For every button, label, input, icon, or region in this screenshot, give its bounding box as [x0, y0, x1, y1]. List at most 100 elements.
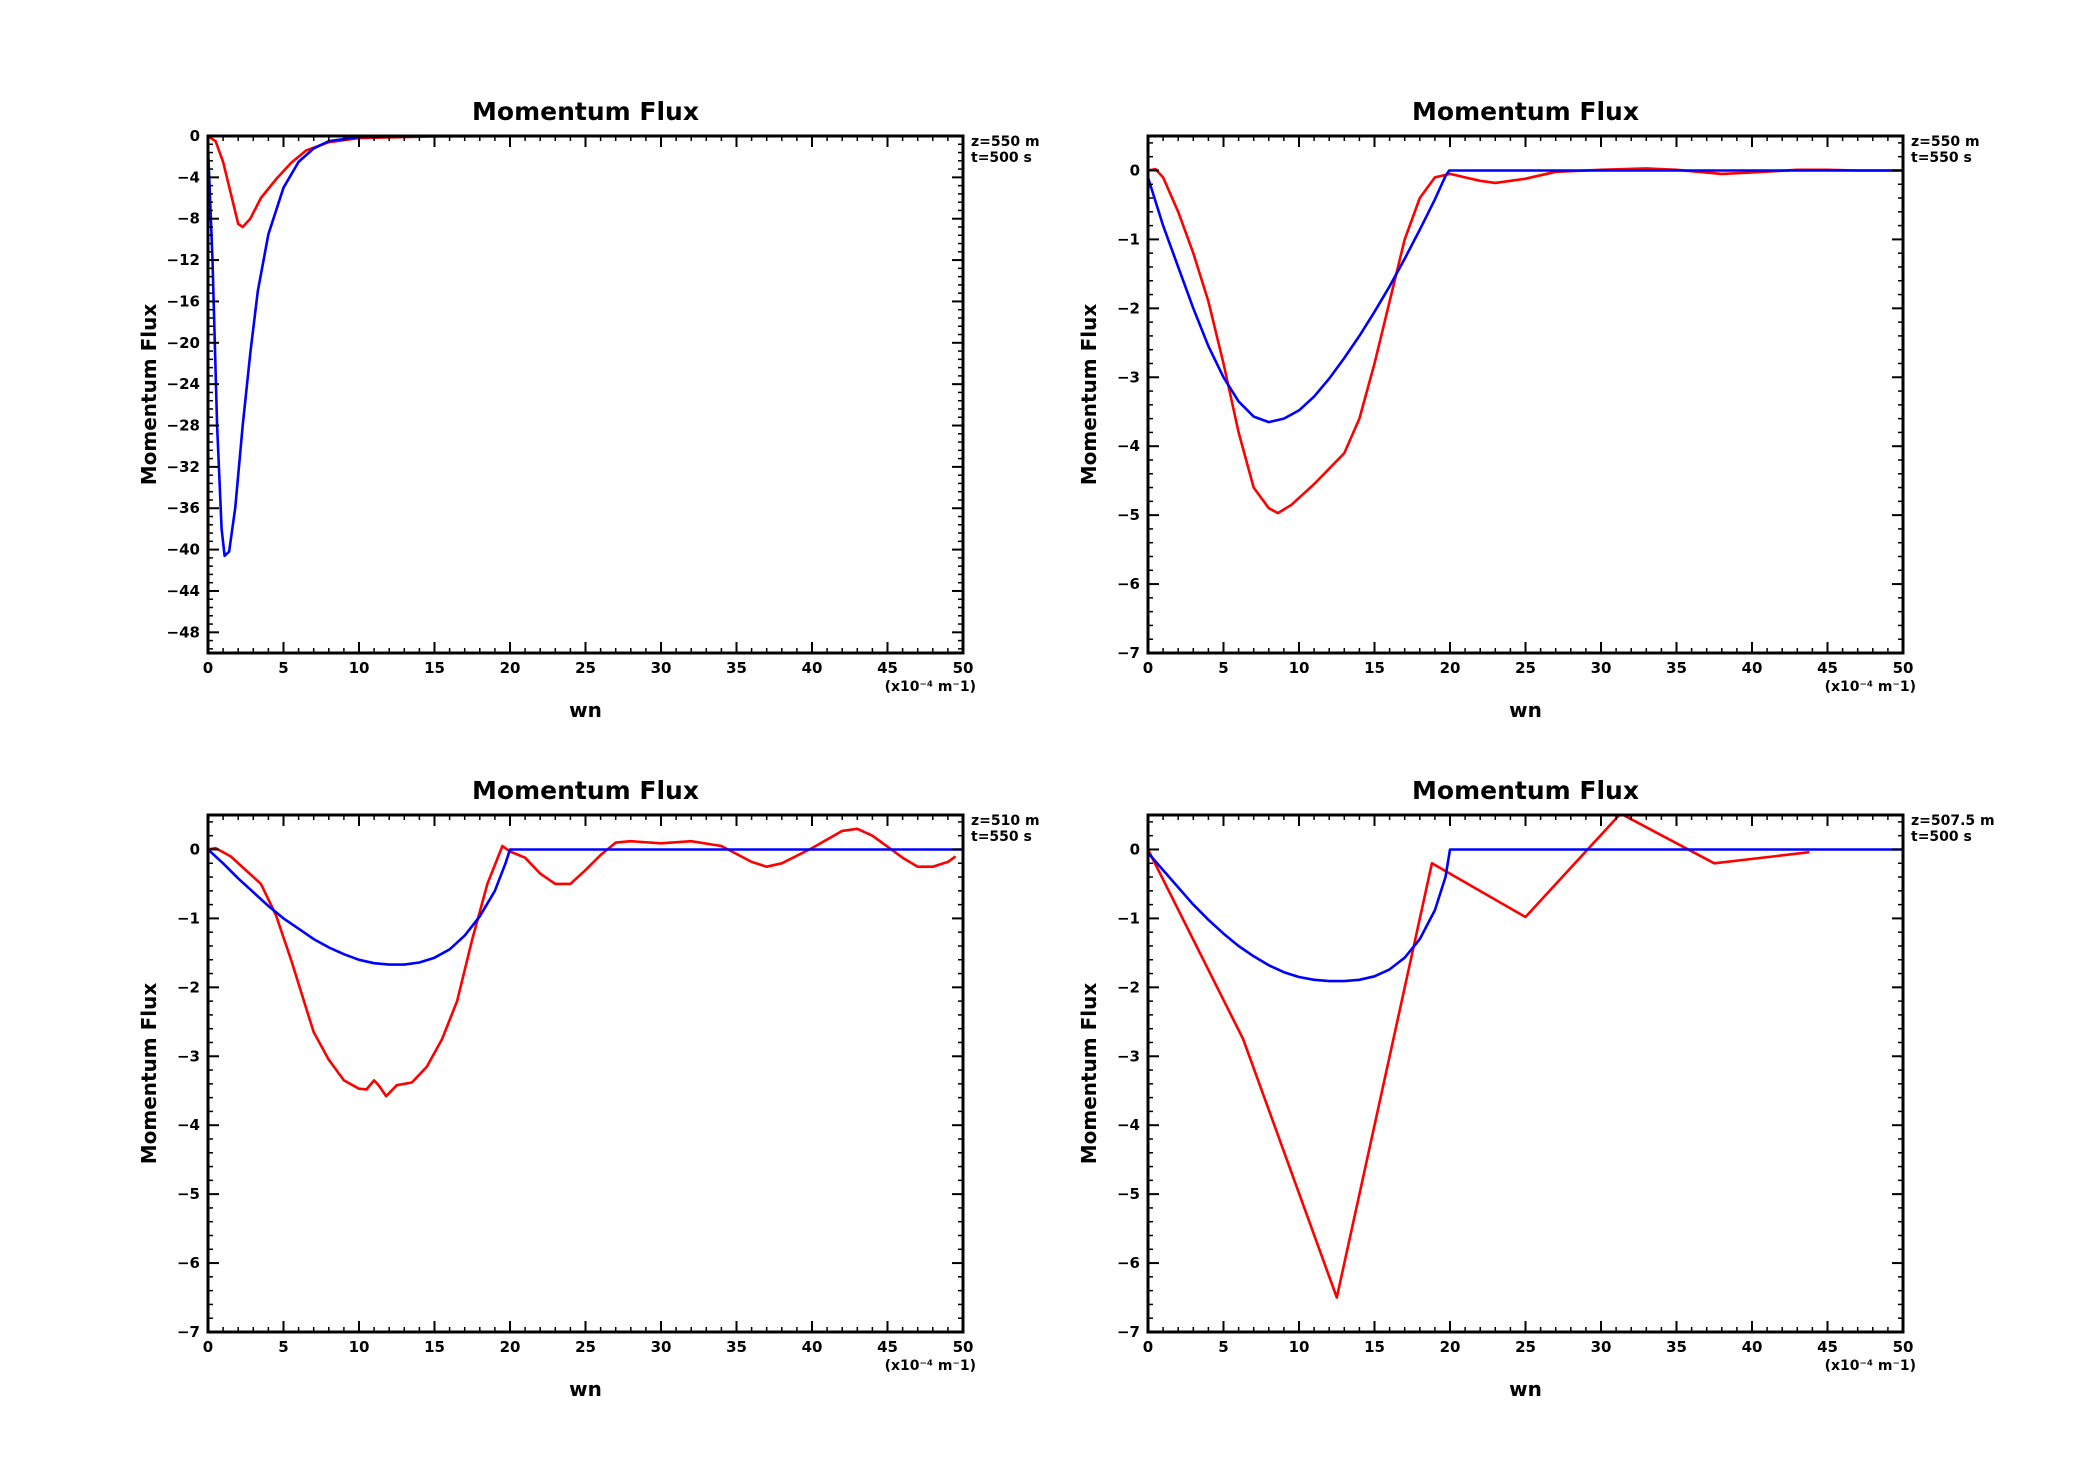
y-axis-label: Momentum Flux	[137, 983, 161, 1165]
x-tick-label: 0	[203, 659, 213, 677]
x-tick-label: 35	[1666, 1338, 1687, 1356]
chart-panel-1: Momentum Flux 0 5 10 15 20 25 30 35 40 45 50 0 −4 −8 −1…	[137, 97, 1040, 722]
x-tick-label: 5	[1218, 1338, 1228, 1356]
y-tick-label: −1	[177, 909, 200, 927]
x-tick-label: 30	[1591, 1338, 1612, 1356]
info-line: z=507.5 m	[1911, 813, 1995, 829]
x-tick-label: 5	[1218, 659, 1228, 677]
y-tick-label: −2	[1117, 978, 1140, 996]
x-tick-label: 30	[651, 659, 672, 677]
series-line-2	[1148, 169, 1903, 424]
x-tick-label: 40	[1742, 659, 1763, 677]
y-tick-label: −3	[177, 1047, 200, 1065]
info-line: z=550 m	[971, 134, 1040, 150]
y-tick-label: −3	[1117, 1047, 1140, 1065]
series-group	[208, 827, 963, 1098]
plot-frame	[206, 134, 965, 655]
y-tick-label: −16	[167, 292, 200, 310]
x-tick-label: 20	[500, 1338, 521, 1356]
chart-title: Momentum Flux	[472, 776, 699, 805]
x-tick-label: 50	[953, 659, 974, 677]
y-axis-label: Momentum Flux	[137, 304, 161, 486]
x-tick-label: 25	[575, 1338, 596, 1356]
x-unit-label: (x10⁻⁴ m⁻1)	[885, 679, 976, 695]
x-unit-label: (x10⁻⁴ m⁻1)	[885, 1358, 976, 1374]
chart-panel-3: Momentum Flux 0 5 10 15 20 25 30 35 40 45 50 0 −1 −2 −3…	[137, 776, 1040, 1401]
y-tick-label: −2	[1117, 299, 1140, 317]
chart-panel-4: Momentum Flux 0 5 10 15 20 25 30 35 40 45 50 0 −1 −2 −3…	[1077, 776, 1995, 1401]
info-line: z=510 m	[971, 813, 1040, 829]
x-axis-label: wn	[569, 1377, 602, 1401]
y-tick-label: −5	[1117, 1185, 1140, 1203]
x-tick-label: 10	[1289, 659, 1310, 677]
info-line: t=500 s	[971, 150, 1032, 166]
x-tick-label: 40	[802, 659, 823, 677]
series-line-1	[208, 136, 963, 229]
x-tick-label: 0	[1143, 1338, 1153, 1356]
y-tick-label: −4	[177, 1116, 200, 1134]
series-group	[208, 136, 963, 558]
chart-panel-2: Momentum Flux 0 5 10 15 20 25 30 35 40 45 50 0 −1 −2 −3…	[1077, 97, 1980, 722]
y-tick-label: −44	[167, 582, 200, 600]
x-tick-label: 50	[1893, 659, 1914, 677]
x-tick-label: 25	[1515, 1338, 1536, 1356]
y-tick-label: −4	[177, 168, 200, 186]
x-tick-label: 40	[802, 1338, 823, 1356]
x-unit-label: (x10⁻⁴ m⁻1)	[1825, 679, 1916, 695]
plot-frame	[1146, 134, 1905, 655]
x-tick-label: 25	[575, 659, 596, 677]
x-tick-label: 0	[203, 1338, 213, 1356]
y-tick-label: −8	[177, 210, 200, 228]
x-tick-label: 45	[877, 659, 898, 677]
y-tick-label: −3	[1117, 368, 1140, 386]
y-tick-label: −7	[1117, 1323, 1140, 1341]
y-tick-label: −4	[1117, 1116, 1140, 1134]
x-unit-label: (x10⁻⁴ m⁻1)	[1825, 1358, 1916, 1374]
y-tick-label: −6	[1117, 575, 1140, 593]
y-tick-label: −1	[1117, 909, 1140, 927]
y-tick-label: 0	[190, 840, 200, 858]
x-tick-label: 20	[1440, 659, 1461, 677]
y-tick-label: −28	[167, 417, 200, 435]
y-tick-label: 0	[1130, 840, 1140, 858]
x-tick-label: 15	[1364, 1338, 1385, 1356]
y-tick-label: 0	[1130, 161, 1140, 179]
y-tick-label: −36	[167, 499, 200, 517]
x-tick-label: 10	[1289, 1338, 1310, 1356]
y-axis-label: Momentum Flux	[1077, 304, 1101, 486]
x-tick-label: 15	[424, 1338, 445, 1356]
y-tick-label: −6	[177, 1254, 200, 1272]
x-tick-label: 35	[726, 659, 747, 677]
info-line: t=500 s	[1911, 829, 1972, 845]
info-line: t=550 s	[971, 829, 1032, 845]
plot-frame	[1146, 813, 1905, 1334]
y-tick-label: −7	[177, 1323, 200, 1341]
y-tick-label: −12	[167, 251, 200, 269]
y-tick-label: −6	[1117, 1254, 1140, 1272]
series-line-2	[208, 136, 963, 558]
y-tick-label: −4	[1117, 437, 1140, 455]
series-line-1	[1148, 167, 1903, 515]
series-line-2	[208, 848, 963, 966]
x-tick-label: 20	[500, 659, 521, 677]
x-tick-label: 45	[1817, 1338, 1838, 1356]
series-group	[1148, 167, 1903, 515]
y-tick-label: −7	[1117, 644, 1140, 662]
y-tick-label: −5	[177, 1185, 200, 1203]
series-line-1	[208, 827, 957, 1098]
y-axis-label: Momentum Flux	[1077, 983, 1101, 1165]
x-tick-label: 35	[726, 1338, 747, 1356]
x-tick-label: 30	[1591, 659, 1612, 677]
x-tick-label: 45	[877, 1338, 898, 1356]
chart-title: Momentum Flux	[472, 97, 699, 126]
x-axis-label: wn	[569, 698, 602, 722]
x-tick-label: 30	[651, 1338, 672, 1356]
x-tick-label: 20	[1440, 1338, 1461, 1356]
y-tick-label: −32	[167, 458, 200, 476]
chart-title: Momentum Flux	[1412, 776, 1639, 805]
y-tick-label: 0	[190, 127, 200, 145]
y-tick-label: −20	[167, 334, 200, 352]
series-line-2	[1148, 848, 1903, 983]
y-tick-label: −2	[177, 978, 200, 996]
